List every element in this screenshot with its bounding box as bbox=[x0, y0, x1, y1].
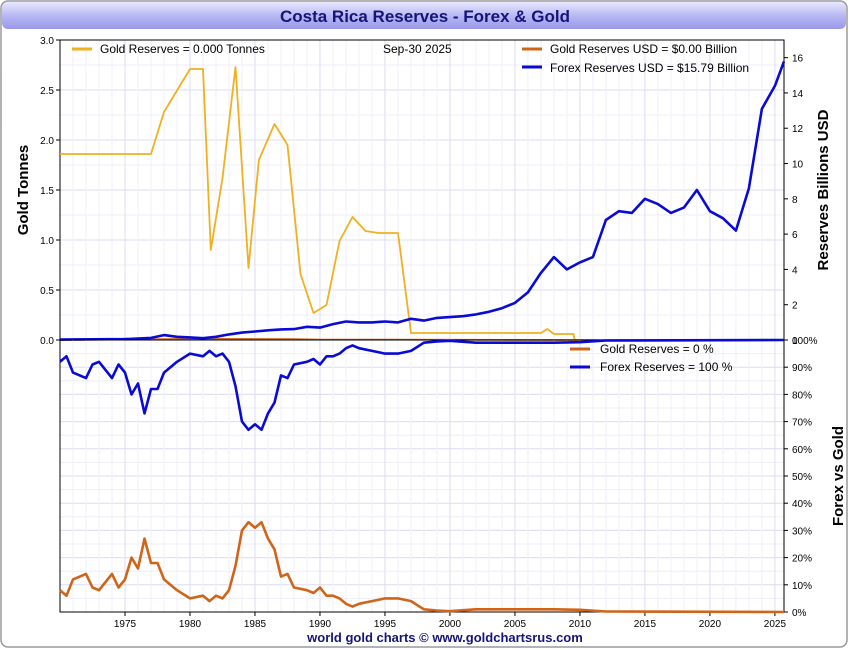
chart-title: Costa Rica Reserves - Forex & Gold bbox=[280, 7, 570, 26]
right-tick-label: 0 bbox=[792, 336, 798, 347]
left-axis-title: Gold Tonnes bbox=[15, 145, 32, 236]
title-bar bbox=[2, 2, 846, 29]
left-tick-label: 2.0 bbox=[40, 136, 54, 147]
footer-credit: world gold charts © www.goldchartsrus.co… bbox=[306, 630, 583, 645]
year-tick-label: 2005 bbox=[504, 619, 527, 630]
legend-gold-tonnes: Gold Reserves = 0.000 Tonnes bbox=[100, 42, 265, 56]
left-tick-label: 0.5 bbox=[40, 286, 54, 297]
year-tick-label: 2015 bbox=[634, 619, 657, 630]
percent-tick-label: 10% bbox=[792, 581, 812, 592]
year-tick-label: 1990 bbox=[309, 619, 332, 630]
lower-series bbox=[59, 338, 785, 614]
percent-tick-label: 30% bbox=[792, 526, 812, 537]
date-label: Sep-30 2025 bbox=[383, 42, 452, 56]
left-tick-label: 3.0 bbox=[40, 36, 54, 47]
left-tick-label: 0.0 bbox=[40, 336, 54, 347]
series-line-forex-reserves bbox=[59, 338, 785, 432]
percent-axis-ticks: 0% 10% 20% 30% 40% 50% 60% 70% 80% 90% 100% bbox=[784, 336, 818, 619]
lower-legend: Gold Reserves = 0 % Forex Reserves = 100… bbox=[570, 342, 733, 374]
forex-vs-gold-axis-title: Forex vs Gold bbox=[830, 426, 847, 526]
left-tick-label: 1.0 bbox=[40, 236, 54, 247]
percent-tick-label: 100% bbox=[792, 336, 818, 347]
left-axis-ticks: 0.0 0.5 1.0 1.5 2.0 2.5 3.0 bbox=[40, 36, 60, 347]
percent-tick-label: 20% bbox=[792, 554, 812, 565]
percent-tick-label: 60% bbox=[792, 445, 812, 456]
percent-tick-label: 50% bbox=[792, 472, 812, 483]
legend-forex-usd: Forex Reserves USD = $15.79 Billion bbox=[550, 61, 749, 75]
year-tick-label: 1995 bbox=[374, 619, 397, 630]
legend-gold-pct: Gold Reserves = 0 % bbox=[600, 342, 714, 356]
right-tick-label: 16 bbox=[792, 54, 804, 65]
percent-tick-label: 70% bbox=[792, 418, 812, 429]
lower-gridlines bbox=[60, 339, 784, 612]
legend-gold-usd: Gold Reserves USD = $0.00 Billion bbox=[550, 42, 737, 56]
year-tick-label: 2000 bbox=[439, 619, 462, 630]
percent-tick-label: 0% bbox=[792, 608, 807, 619]
right-axis-title: Reserves Billions USD bbox=[815, 109, 832, 270]
year-tick-label: 1975 bbox=[114, 619, 137, 630]
left-tick-label: 1.5 bbox=[40, 186, 54, 197]
percent-tick-label: 80% bbox=[792, 390, 812, 401]
series-line-gold-reserves bbox=[59, 520, 785, 614]
right-tick-label: 2 bbox=[792, 301, 798, 312]
series-line-forex-reserves-usd-billion bbox=[59, 60, 786, 341]
upper-legend: Gold Reserves = 0.000 Tonnes Sep-30 2025… bbox=[72, 42, 749, 75]
right-axis-ticks: 0 2 4 6 8 10 12 14 16 bbox=[784, 54, 804, 347]
year-tick-label: 2020 bbox=[699, 619, 722, 630]
right-tick-label: 8 bbox=[792, 195, 798, 206]
year-tick-label: 2025 bbox=[764, 619, 787, 630]
percent-tick-label: 40% bbox=[792, 499, 812, 510]
year-tick-label: 2010 bbox=[569, 619, 592, 630]
right-tick-label: 4 bbox=[792, 265, 798, 276]
right-tick-label: 14 bbox=[792, 89, 804, 100]
year-axis-ticks: 1975 1980 1985 1990 1995 2000 2005 2010 2015 2020… bbox=[114, 612, 787, 630]
upper-gridlines bbox=[60, 40, 784, 340]
percent-tick-label: 90% bbox=[792, 363, 812, 374]
legend-forex-pct: Forex Reserves = 100 % bbox=[600, 360, 733, 374]
year-tick-label: 1980 bbox=[179, 619, 202, 630]
left-tick-label: 2.5 bbox=[40, 86, 54, 97]
right-tick-label: 12 bbox=[792, 124, 804, 135]
right-tick-label: 10 bbox=[792, 160, 804, 171]
right-tick-label: 6 bbox=[792, 230, 798, 241]
year-tick-label: 1985 bbox=[244, 619, 267, 630]
series-line-gold-reserves-tonnes bbox=[60, 66, 576, 341]
